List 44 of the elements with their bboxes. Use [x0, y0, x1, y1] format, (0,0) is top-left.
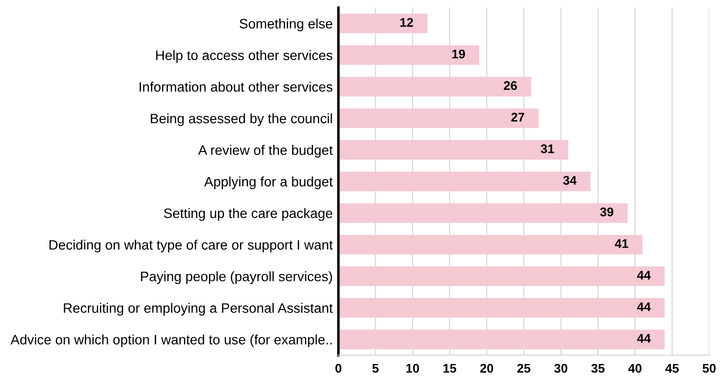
x-tick-label: 50	[702, 364, 716, 373]
bar	[338, 330, 665, 350]
x-tick-label: 10	[406, 364, 419, 373]
y-tick-label: Deciding on what type of care or support I want	[50, 240, 333, 252]
data-label: 44	[637, 302, 651, 312]
bar	[338, 14, 428, 34]
x-tick-label: 45	[665, 364, 679, 373]
x-tick-label: 25	[517, 364, 530, 373]
x-tick-label: 30	[554, 364, 568, 373]
x-tick-label: 5	[372, 364, 379, 373]
bar	[338, 266, 665, 286]
y-tick-label: A review of the budget	[198, 144, 333, 158]
bar	[338, 234, 642, 254]
bar	[338, 45, 480, 65]
data-label: 26	[504, 81, 517, 90]
y-tick-label: Recruiting or employing a Personal Assistant	[64, 302, 333, 316]
data-label: 39	[600, 208, 614, 216]
data-label: 34	[563, 176, 577, 185]
y-tick-label: Help to access other services	[156, 50, 332, 63]
x-tick-label: 0	[335, 364, 342, 373]
bar	[338, 203, 628, 223]
data-label: 44	[637, 334, 651, 343]
y-tick-label: Paying people (payroll services)	[141, 271, 332, 284]
data-label: 31	[540, 144, 554, 154]
x-tick-label: 20	[480, 364, 494, 373]
bar	[338, 172, 591, 192]
data-label: 19	[452, 50, 465, 58]
data-label: 41	[614, 239, 628, 248]
bar	[338, 298, 665, 318]
data-label: 27	[511, 112, 524, 122]
y-tick-label: Advice on which option I wanted to use (for example..	[10, 334, 332, 348]
y-tick-label: Applying for a budget	[204, 176, 333, 190]
y-tick-label: Something else	[240, 18, 332, 32]
x-tick-label: 40	[628, 364, 642, 373]
data-label: 12	[400, 18, 414, 27]
y-tick-label: Setting up the care package	[164, 208, 332, 221]
x-tick-label: 35	[591, 364, 605, 373]
x-tick-label: 15	[443, 364, 456, 373]
data-label: 44	[637, 270, 651, 280]
y-tick-label: Being assessed by the council	[150, 113, 332, 126]
bar	[338, 108, 539, 128]
bar	[338, 140, 568, 160]
y-tick-label: Information about other services	[140, 82, 332, 92]
bar	[338, 76, 532, 96]
